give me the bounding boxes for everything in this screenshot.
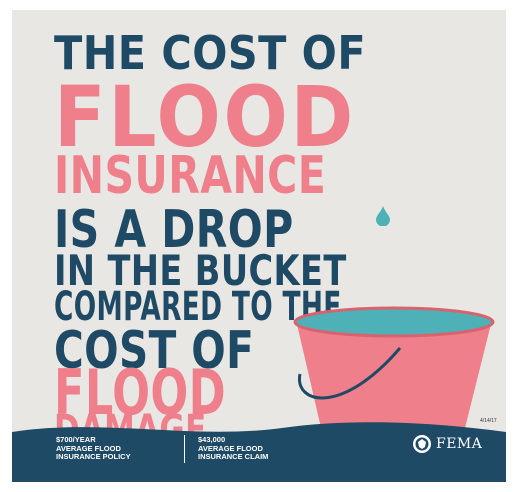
policy-label-line-2: INSURANCE POLICY bbox=[56, 452, 131, 461]
headline-line-5: IN THE BUCKET bbox=[54, 246, 347, 295]
headline-line-7: COST OF bbox=[54, 321, 255, 381]
policy-stat: $700/YEAR AVERAGE FLOOD INSURANCE POLICY bbox=[56, 435, 131, 462]
stat-divider bbox=[184, 435, 185, 463]
claim-stat: $43,000 AVERAGE FLOOD INSURANCE CLAIM bbox=[198, 435, 269, 462]
policy-label-line-1: AVERAGE FLOOD bbox=[56, 443, 121, 453]
fema-logo-text: FEMA bbox=[436, 436, 483, 452]
bucket-icon bbox=[293, 306, 495, 432]
headline-line-3: INSURANCE bbox=[54, 146, 327, 206]
headline-line-4: IS A DROP bbox=[54, 200, 294, 260]
claim-label-line-2: INSURANCE CLAIM bbox=[198, 452, 269, 461]
dhs-seal-icon bbox=[413, 435, 431, 453]
water-drop-icon bbox=[376, 206, 390, 226]
fema-logo: FEMA bbox=[412, 434, 482, 454]
flood-insurance-poster: THE COST OF FLOOD INSURANCE IS A DROP IN… bbox=[12, 10, 506, 482]
headline-line-2: FLOOD bbox=[54, 68, 356, 166]
claim-amount: $43,000 bbox=[198, 435, 226, 444]
headline-line-6: COMPARED TO THE bbox=[54, 284, 342, 330]
claim-label-line-1: AVERAGE FLOOD bbox=[198, 443, 263, 453]
headline-line-8: FLOOD bbox=[54, 356, 227, 429]
poster-date: 4/14/17 bbox=[480, 418, 497, 424]
headline-line-1: THE COST OF bbox=[54, 26, 367, 80]
policy-amount: $700/YEAR bbox=[56, 435, 96, 444]
